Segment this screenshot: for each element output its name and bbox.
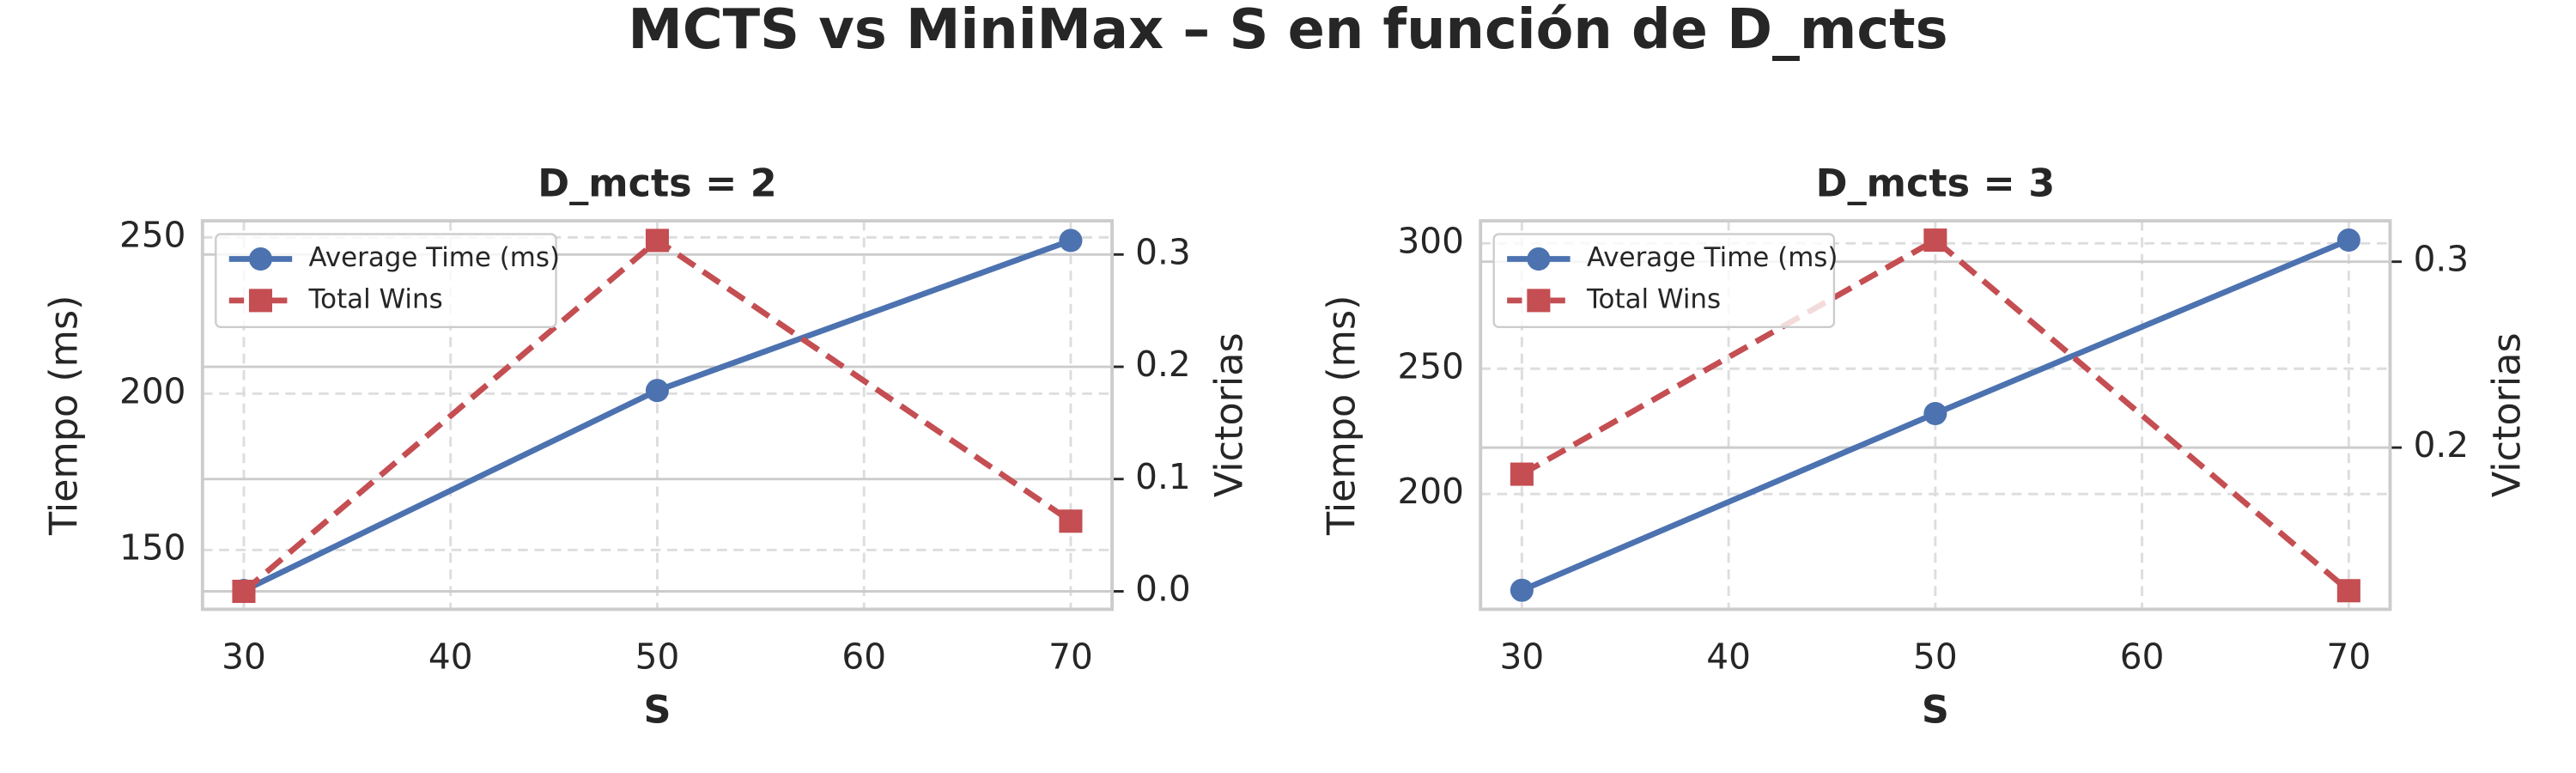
y-tick-label: 250 (119, 214, 185, 255)
y2-tick-label: 0.3 (1135, 231, 1191, 272)
legend-label: Total Wins (308, 283, 443, 314)
x-tick-label: 30 (222, 636, 266, 677)
marker (248, 289, 273, 313)
marker (645, 228, 669, 253)
plot-frame (1479, 219, 2392, 612)
y2-tick-label: 0.0 (1135, 568, 1191, 609)
x-tick-label: 50 (635, 636, 680, 677)
figure-title: MCTS vs MiniMax – S en función de D_mcts (628, 0, 1947, 62)
marker (645, 379, 669, 403)
marker (2336, 228, 2360, 253)
y-tick-label: 200 (119, 370, 185, 411)
x-tick-label: 60 (841, 636, 886, 677)
subplot-title: D_mcts = 3 (1816, 161, 2056, 205)
x-axis-label: S (643, 688, 671, 732)
marker (1923, 228, 1947, 253)
x-tick-label: 70 (2327, 636, 2372, 677)
series-line (1520, 236, 2351, 593)
y2-axis-label: Victorias (2486, 332, 2530, 497)
y2-tick-label: 0.2 (1135, 344, 1191, 385)
y-tick-label: 200 (1397, 471, 1463, 512)
legend-box (215, 233, 557, 328)
x-tick-label: 40 (428, 636, 473, 677)
legend-label: Total Wins (1586, 283, 1721, 314)
x-tick-label: 40 (1706, 636, 1751, 677)
y-axis-label: Tiempo (ms) (42, 295, 86, 536)
y2-axis-label: Victorias (1207, 332, 1251, 497)
y2-tick-label: 0.3 (2414, 239, 2470, 280)
x-tick-label: 60 (2120, 636, 2165, 677)
marker (1059, 228, 1083, 253)
y-tick-label: 250 (1397, 345, 1463, 386)
y2-tick-label: 0.1 (1135, 456, 1191, 497)
y-axis-label: Tiempo (ms) (1321, 295, 1364, 536)
marker (2336, 579, 2360, 603)
legend-box (1492, 233, 1836, 328)
y2-tick-label: 0.2 (2414, 424, 2470, 466)
marker (1923, 401, 1947, 426)
marker (1527, 247, 1551, 271)
marker (1059, 509, 1083, 533)
marker (248, 247, 273, 271)
x-axis-label: S (1922, 688, 1949, 732)
x-tick-label: 30 (1500, 636, 1545, 677)
y-tick-label: 150 (119, 526, 185, 568)
x-tick-label: 50 (1913, 636, 1958, 677)
marker (1510, 578, 1534, 602)
marker (1510, 462, 1534, 486)
marker (232, 579, 256, 604)
legend-label: Average Time (ms) (309, 242, 561, 273)
plot-frame (200, 219, 1115, 612)
marker (1527, 289, 1551, 313)
subplot-title: D_mcts = 2 (538, 161, 777, 205)
legend-label: Average Time (ms) (1587, 242, 1838, 273)
x-tick-label: 70 (1048, 636, 1093, 677)
y-tick-label: 300 (1397, 220, 1463, 261)
